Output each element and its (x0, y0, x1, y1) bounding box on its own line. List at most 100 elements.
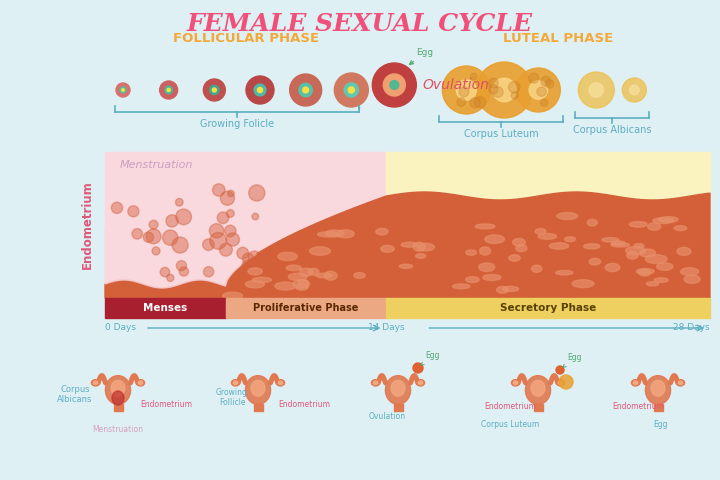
Circle shape (149, 220, 158, 229)
Text: FOLLICULAR PHASE: FOLLICULAR PHASE (173, 32, 319, 45)
Ellipse shape (584, 244, 600, 249)
Text: 14 Days: 14 Days (368, 324, 405, 333)
Circle shape (334, 73, 369, 107)
Ellipse shape (606, 264, 620, 272)
Ellipse shape (535, 228, 546, 234)
Text: Ovulation: Ovulation (423, 78, 489, 92)
Circle shape (226, 233, 240, 246)
Circle shape (470, 97, 480, 108)
Circle shape (143, 232, 153, 242)
Circle shape (243, 253, 253, 264)
Ellipse shape (558, 381, 563, 384)
Circle shape (474, 96, 486, 108)
Circle shape (252, 213, 258, 220)
Ellipse shape (480, 247, 490, 255)
Text: Egg: Egg (563, 353, 582, 368)
Circle shape (210, 224, 224, 238)
Ellipse shape (647, 282, 659, 286)
Text: Growing
Follicle: Growing Follicle (216, 388, 248, 408)
Ellipse shape (246, 281, 264, 288)
Circle shape (299, 84, 312, 97)
Ellipse shape (549, 243, 569, 249)
Circle shape (372, 63, 416, 107)
Circle shape (383, 74, 405, 96)
Bar (105, 298, 226, 318)
Circle shape (210, 85, 219, 95)
Ellipse shape (233, 381, 238, 384)
Circle shape (212, 184, 225, 196)
Ellipse shape (137, 380, 145, 386)
Text: Menstruation: Menstruation (92, 425, 143, 434)
Ellipse shape (293, 280, 310, 288)
Circle shape (176, 199, 183, 206)
Circle shape (508, 82, 520, 93)
Ellipse shape (503, 287, 518, 291)
Text: Egg: Egg (653, 420, 667, 429)
Ellipse shape (538, 233, 557, 239)
Bar (654, 404, 662, 411)
Ellipse shape (417, 243, 435, 251)
Ellipse shape (416, 380, 425, 386)
Circle shape (528, 73, 539, 83)
Text: Growing Folicle: Growing Folicle (200, 119, 274, 129)
Ellipse shape (354, 273, 365, 278)
Circle shape (120, 87, 126, 93)
Ellipse shape (511, 380, 520, 386)
Ellipse shape (482, 275, 501, 280)
Ellipse shape (509, 255, 521, 261)
Circle shape (246, 76, 274, 104)
Ellipse shape (337, 230, 354, 238)
Bar (105, 152, 387, 298)
Circle shape (245, 269, 258, 282)
Text: Endometrium: Endometrium (140, 400, 192, 409)
Circle shape (537, 87, 546, 96)
Ellipse shape (248, 268, 262, 275)
Ellipse shape (453, 284, 470, 289)
Ellipse shape (639, 249, 655, 257)
Ellipse shape (222, 292, 243, 300)
Ellipse shape (677, 380, 685, 386)
Text: Corpus Luteum: Corpus Luteum (481, 420, 539, 429)
Ellipse shape (373, 381, 378, 384)
Bar (387, 152, 710, 298)
Circle shape (160, 267, 170, 277)
Ellipse shape (626, 252, 638, 259)
Circle shape (578, 72, 614, 108)
Ellipse shape (629, 221, 647, 227)
Ellipse shape (300, 268, 312, 276)
Ellipse shape (391, 380, 405, 396)
Ellipse shape (657, 263, 673, 270)
Ellipse shape (678, 381, 683, 384)
Ellipse shape (513, 239, 526, 246)
Ellipse shape (634, 381, 638, 384)
Circle shape (212, 88, 216, 92)
Ellipse shape (531, 265, 542, 272)
Circle shape (132, 228, 143, 239)
Ellipse shape (475, 224, 495, 229)
Bar (114, 404, 122, 411)
Ellipse shape (415, 254, 426, 258)
Ellipse shape (278, 252, 297, 261)
Circle shape (477, 62, 532, 118)
Circle shape (516, 68, 560, 112)
Bar (387, 298, 710, 318)
Ellipse shape (252, 277, 271, 282)
Ellipse shape (557, 213, 577, 219)
Circle shape (541, 76, 551, 86)
Text: Corpus
Albicans: Corpus Albicans (58, 385, 93, 404)
Ellipse shape (479, 263, 495, 271)
Bar (394, 404, 402, 411)
Circle shape (489, 78, 498, 88)
Ellipse shape (588, 219, 598, 226)
Circle shape (220, 243, 233, 256)
Circle shape (456, 80, 477, 100)
Ellipse shape (251, 380, 265, 396)
Ellipse shape (316, 273, 333, 278)
Circle shape (179, 267, 189, 276)
Circle shape (210, 232, 227, 249)
Circle shape (165, 86, 173, 94)
Circle shape (258, 87, 263, 93)
Ellipse shape (589, 258, 600, 265)
Ellipse shape (325, 230, 344, 237)
Circle shape (146, 229, 161, 244)
